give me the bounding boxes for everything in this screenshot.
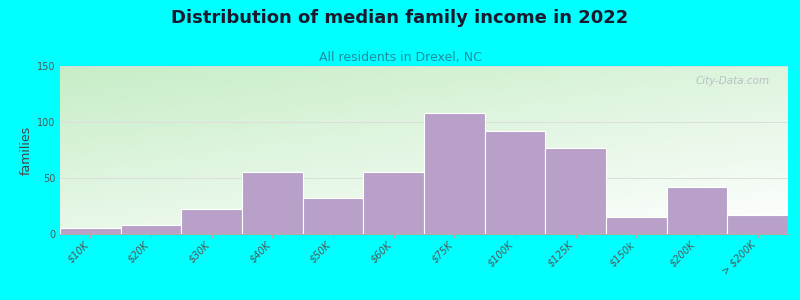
Bar xyxy=(666,187,727,234)
Bar xyxy=(727,215,788,234)
Bar xyxy=(182,209,242,234)
Bar xyxy=(485,131,546,234)
Bar xyxy=(121,225,182,234)
Y-axis label: families: families xyxy=(19,125,33,175)
Text: City-Data.com: City-Data.com xyxy=(696,76,770,86)
Text: All residents in Drexel, NC: All residents in Drexel, NC xyxy=(318,51,482,64)
Bar xyxy=(424,113,485,234)
Bar xyxy=(242,172,302,234)
Bar xyxy=(363,172,424,234)
Text: Distribution of median family income in 2022: Distribution of median family income in … xyxy=(171,9,629,27)
Bar xyxy=(60,228,121,234)
Bar xyxy=(606,217,666,234)
Bar xyxy=(302,198,363,234)
Bar xyxy=(546,148,606,234)
